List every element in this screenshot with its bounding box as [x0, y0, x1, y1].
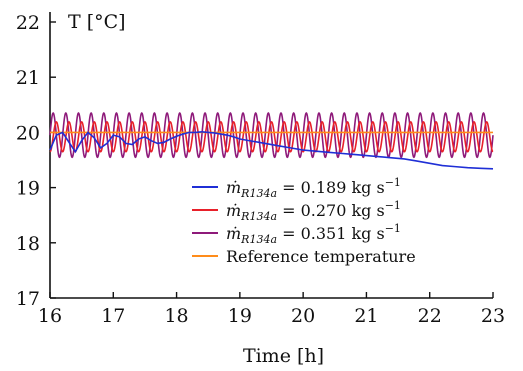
y-tick-label: 20 [16, 122, 40, 144]
y-tick-label: 19 [16, 178, 40, 200]
y-tick-label: 21 [16, 67, 40, 89]
legend-value: = 0.351 kg s [277, 224, 385, 243]
x-tick-label: 17 [101, 305, 125, 327]
x-tick-label: 16 [38, 305, 62, 327]
x-tick-label: 23 [481, 305, 505, 327]
series-line-1 [49, 131, 494, 170]
legend-value: = 0.189 kg s [277, 178, 385, 197]
legend-symbol: ṁ [226, 224, 241, 243]
legend-symbol: ṁ [226, 178, 241, 197]
x-tick-label: 18 [164, 305, 188, 327]
x-axis-label: Time [h] [243, 345, 324, 367]
legend-subscript: R134a [240, 233, 277, 246]
series-line-2 [49, 120, 494, 153]
y-tick-label: 18 [16, 233, 40, 255]
y-tick-label: 17 [16, 288, 40, 310]
legend-entry-2: ṁR134a = 0.270 kg s−1 [226, 199, 401, 223]
legend-entry-3: ṁR134a = 0.351 kg s−1 [226, 222, 401, 246]
x-tick-label: 21 [354, 305, 378, 327]
legend-entry-4: Reference temperature [226, 247, 416, 266]
x-tick-label: 20 [291, 305, 315, 327]
legend-value: = 0.270 kg s [277, 201, 385, 220]
x-tick-label: 22 [418, 305, 442, 327]
legend-exponent: −1 [385, 199, 401, 212]
series-lines [49, 112, 494, 170]
legend-value: Reference temperature [226, 247, 416, 266]
series-line-3 [49, 112, 494, 159]
legend-symbol: ṁ [226, 201, 241, 220]
y-tick-label: 22 [16, 12, 40, 34]
axes [49, 12, 493, 299]
legend-exponent: −1 [385, 222, 401, 235]
legend-subscript: R134a [240, 210, 277, 223]
x-tick-label: 19 [228, 305, 252, 327]
legend-exponent: −1 [385, 176, 401, 189]
legend-entry-1: ṁR134a = 0.189 kg s−1 [226, 176, 401, 200]
y-axis-label: T [°C] [68, 11, 126, 33]
legend-subscript: R134a [240, 187, 277, 200]
